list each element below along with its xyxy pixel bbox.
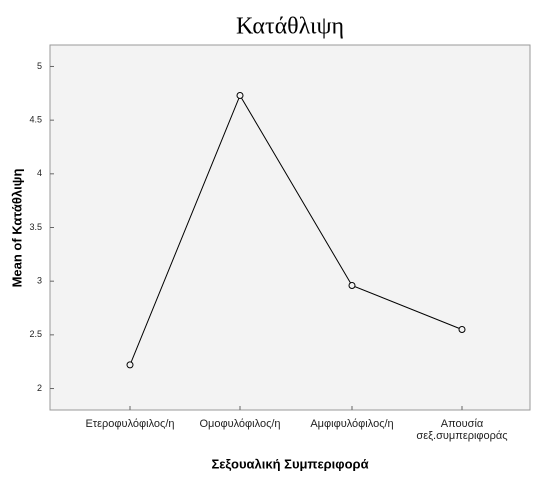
point xyxy=(348,281,356,289)
chart-title: Κατάθλιψη xyxy=(236,14,344,40)
plot-area xyxy=(49,44,531,411)
y-tick-label: 3.5 xyxy=(29,222,42,232)
x-axis-label: Σεξουαλική Συμπεριφορά xyxy=(211,456,368,471)
x-tick-label: Απουσία σεξ.συμπεριφοράς xyxy=(416,418,507,442)
line xyxy=(129,94,463,366)
point xyxy=(236,91,244,99)
x-tick-label: Ομοφυλόφιλος/η xyxy=(199,418,280,430)
y-tick-label: 4 xyxy=(37,168,42,178)
y-tick-label: 2.5 xyxy=(29,329,42,339)
y-tick-label: 4.5 xyxy=(29,115,42,125)
y-tick-label: 3 xyxy=(37,276,42,286)
point xyxy=(126,361,134,369)
y-tick-label: 2 xyxy=(37,383,42,393)
y-axis-label: Mean of Κατάθλιψη xyxy=(9,169,24,288)
x-tick-label: Ετεροφυλόφιλος/η xyxy=(85,418,174,430)
y-tick-label: 5 xyxy=(37,61,42,71)
x-tick-label: Αμφιφυλόφιλος/η xyxy=(310,418,393,430)
point xyxy=(458,325,466,333)
